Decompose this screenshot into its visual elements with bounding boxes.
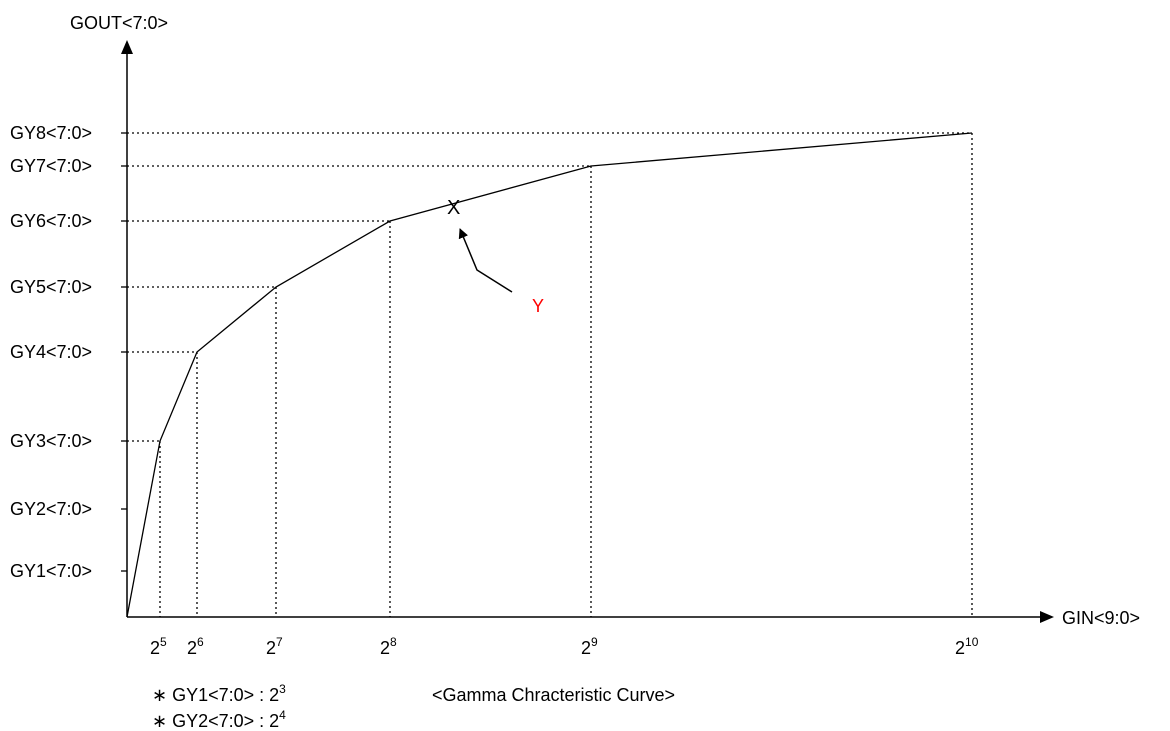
x-tick-label: 25 xyxy=(150,635,167,658)
y-level-label: GY4<7:0> xyxy=(10,342,92,362)
x-tick-label: 26 xyxy=(187,635,204,658)
x-tick-label: 28 xyxy=(380,635,397,658)
point-marker-x: X xyxy=(447,197,460,219)
x-axis-arrowhead xyxy=(1040,611,1054,623)
x-tick-label: 29 xyxy=(581,635,598,658)
y-level-label: GY7<7:0> xyxy=(10,156,92,176)
footnote-line: ∗ GY2<7:0> : 24 xyxy=(152,708,286,731)
pointer-arrow xyxy=(458,228,513,293)
y-level-label: GY8<7:0> xyxy=(10,123,92,143)
y-level-label: GY5<7:0> xyxy=(10,277,92,297)
x-tick-labels: 25 26 27 28 29 210 xyxy=(150,635,979,658)
y-level-label: GY3<7:0> xyxy=(10,431,92,451)
x-axis-title: GIN<9:0> xyxy=(1062,608,1140,628)
y-level-label: GY6<7:0> xyxy=(10,211,92,231)
footnote-line: ∗ GY1<7:0> : 23 xyxy=(152,682,286,705)
y-axis-title: GOUT<7:0> xyxy=(70,13,168,33)
x-tick-label: 210 xyxy=(955,635,979,658)
y-axis-arrowhead xyxy=(121,40,133,54)
chart-caption: <Gamma Chracteristic Curve> xyxy=(432,685,675,705)
y-level-label: GY2<7:0> xyxy=(10,499,92,519)
y-level-labels: GY1<7:0> GY2<7:0> GY3<7:0> GY4<7:0> GY5<7:0>… xyxy=(10,123,92,581)
gamma-curve-line xyxy=(126,132,973,618)
gamma-curve xyxy=(126,132,973,618)
pointer-label-y: Y xyxy=(532,296,544,316)
dotted-guides xyxy=(127,132,973,617)
axes xyxy=(121,40,1054,623)
footnotes: ∗ GY1<7:0> : 23 ∗ GY2<7:0> : 24 xyxy=(152,682,286,731)
y-level-ticks xyxy=(121,132,127,572)
y-level-label: GY1<7:0> xyxy=(10,561,92,581)
x-tick-label: 27 xyxy=(266,635,283,658)
